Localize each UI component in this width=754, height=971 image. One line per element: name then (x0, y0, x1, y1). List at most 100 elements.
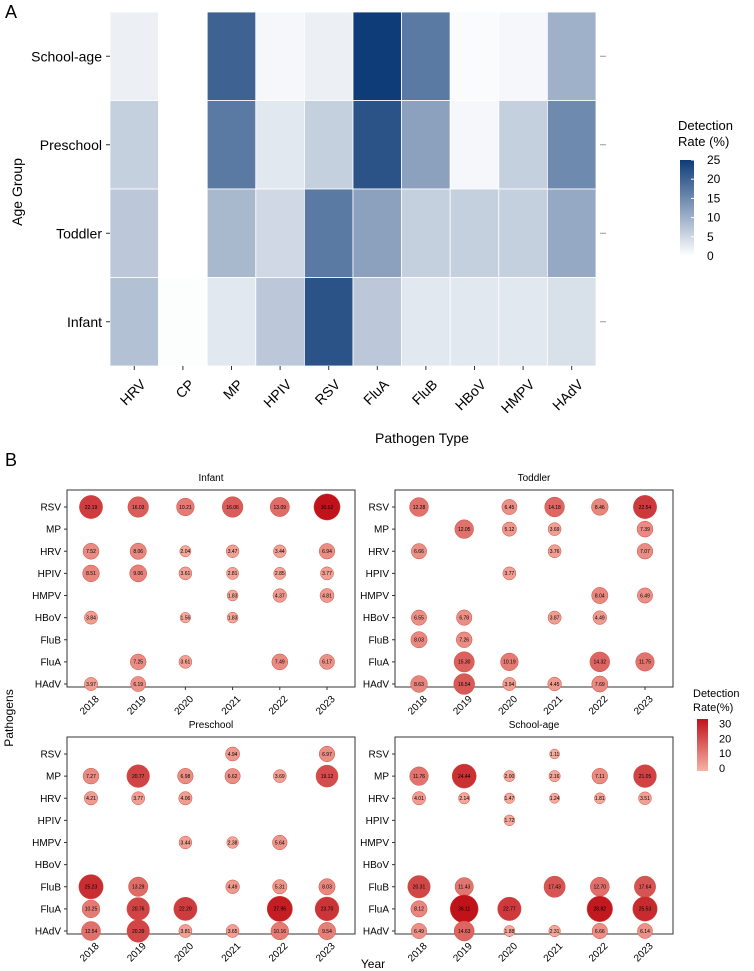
facet-x-tick-label: 2018 (78, 941, 102, 965)
bubble-point (411, 609, 427, 626)
bubble-data-label: 3.44 (181, 840, 191, 846)
facet-y-tick-label: FluA (368, 904, 389, 915)
bubble-point (225, 879, 240, 894)
bubble-data-label: 3.87 (550, 615, 560, 621)
heatmap-cell (449, 277, 500, 367)
bubble-point (458, 792, 471, 805)
heatmap-y-tick-label: Preschool (40, 137, 102, 153)
bubble-data-label: 1.47 (505, 796, 515, 802)
bubble-data-label: 6.97 (322, 752, 332, 758)
bubble-point (543, 875, 566, 898)
bubble-data-label: 12.54 (85, 929, 98, 935)
bubble-point (594, 792, 606, 804)
facet-y-tick-label: HPIV (38, 816, 62, 827)
facet-x-tick-label: 2023 (314, 694, 338, 718)
bubble-point (502, 566, 517, 581)
bubble-point (130, 653, 147, 671)
heatmap-cell (498, 277, 548, 367)
bubble-data-label: 3.61 (181, 660, 191, 666)
bubble-point (84, 677, 98, 691)
bubble-point (226, 589, 239, 602)
bubble-data-label: 10.19 (503, 660, 516, 666)
bubble-data-label: 3.69 (550, 527, 560, 533)
bubble-data-label: 8.63 (414, 682, 424, 688)
bubble-point (131, 791, 145, 806)
heatmap-cell (158, 100, 208, 190)
bubble-data-label: 4.94 (228, 752, 238, 758)
bubble-data-label: 15.30 (458, 660, 471, 666)
facet-y-tick-label: HRV (40, 547, 61, 558)
bubble-point (503, 792, 515, 804)
heatmap-cell (255, 100, 305, 190)
bubble-point (503, 770, 516, 782)
bubble-point (84, 610, 98, 625)
facet-x-tick-label: 2018 (406, 694, 430, 718)
bubble-x-axis-title: Year (361, 957, 385, 971)
facet-x-tick-label: 2018 (78, 694, 102, 718)
bubble-data-label: 3.77 (505, 571, 515, 577)
bubble-data-label: 28.82 (594, 907, 607, 913)
facet-x-tick-label: 2019 (451, 941, 475, 965)
bubble-point (318, 745, 336, 763)
facet-x-tick-label: 2018 (406, 941, 430, 965)
facet-y-tick-label: FluB (368, 882, 389, 893)
bubble-point (548, 924, 561, 938)
bubble-data-label: 12.28 (413, 505, 426, 511)
bubble-data-label: 17.43 (548, 885, 561, 891)
bubble-y-axis-title: Pathogens (2, 689, 16, 746)
bubble-data-label: 8.12 (414, 907, 424, 913)
bubble-data-label: 7.52 (86, 549, 96, 555)
bubble-data-label: 36.11 (458, 907, 470, 913)
heatmap-x-tick-label: FluA (360, 376, 392, 408)
heatmap-cell (352, 277, 402, 367)
bubble-data-label: 10.25 (85, 907, 98, 913)
heatmap-y-tick-label: Toddler (56, 225, 102, 241)
bubble-point (410, 631, 428, 649)
bubble-point (549, 748, 560, 760)
bubble-point (226, 567, 239, 580)
bubble-point (410, 675, 428, 693)
facet-preschool: Preschool RSV MP HRV HPIV HMPV HBoV FluB FluA HAd… (32, 720, 356, 965)
bubble-point (412, 791, 426, 806)
bubble-point (126, 764, 150, 788)
bubble-data-label: 25.53 (639, 907, 652, 913)
bubble-point (591, 768, 608, 785)
bubble-point (547, 676, 562, 692)
facet-y-tick-label: FluA (40, 904, 61, 915)
heatmap-cell (255, 277, 305, 367)
bubble-data-label: 9.06 (133, 571, 143, 577)
bubble-data-label: 3.77 (322, 571, 332, 577)
bubble-point (266, 895, 293, 922)
bubble-point (409, 766, 429, 786)
bubble-legend-tick: 20 (719, 733, 731, 745)
bubble-legend-tick: 10 (719, 748, 731, 760)
bubble-point (503, 925, 516, 937)
bubble-point (226, 611, 239, 624)
facet-x-tick-label: 2023 (632, 941, 656, 965)
heatmap-cell (401, 100, 451, 190)
bubble-data-label: 6.78 (459, 615, 469, 621)
bubble-data-label: 3.44 (275, 549, 285, 555)
bubble-point (591, 923, 608, 939)
bubble-data-label: 11.75 (639, 660, 651, 666)
bubble-data-label: 3.77 (133, 796, 143, 802)
bubble-point (126, 919, 150, 943)
bubble-point (81, 899, 101, 918)
bubble-data-label: 6.55 (414, 615, 424, 621)
bubble-point (320, 566, 334, 581)
panel-a-label: A (5, 2, 17, 22)
facet-x-tick-label: 2020 (497, 941, 521, 965)
heatmap-cell (255, 188, 305, 278)
heatmap-cell (547, 11, 597, 101)
heatmap-cell (303, 277, 354, 367)
bubble-legend-tick: 30 (719, 718, 731, 730)
facet-toddler: Toddler RSV MP HRV HPIV HMPV HBoV FluB FluA HAdV 2… (360, 473, 674, 718)
heatmap-legend-tick: 10 (707, 211, 721, 225)
bubble-point (591, 587, 609, 604)
heatmap-cell (547, 277, 597, 367)
bubble-point (127, 496, 149, 518)
heatmap-y-axis-title: Age Group (9, 158, 25, 226)
facet-y-tick-label: HMPV (32, 838, 61, 849)
bubble-data-label: 12.05 (458, 527, 471, 533)
